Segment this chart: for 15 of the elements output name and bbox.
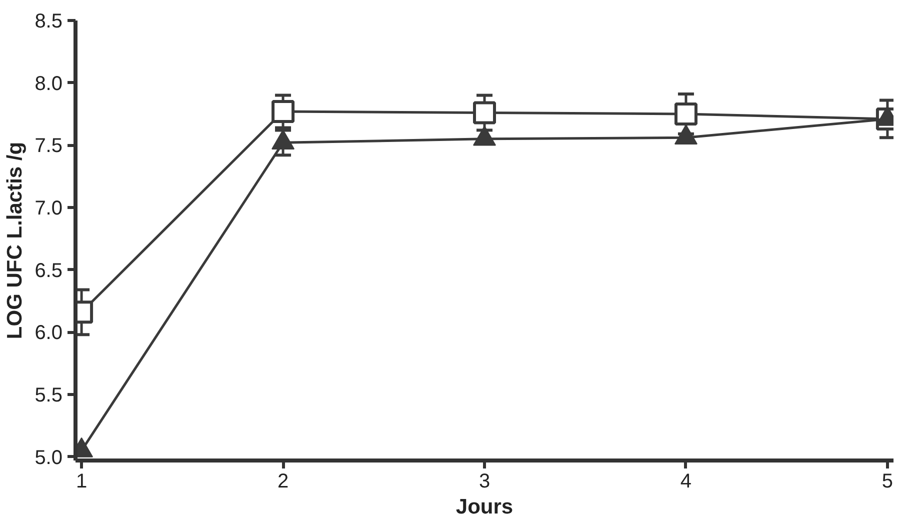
y-tick-label: 6.5	[34, 260, 63, 282]
x-tick-label: 4	[680, 470, 692, 492]
y-tick-label: 8.5	[34, 10, 63, 32]
y-tick-label: 5.0	[34, 446, 63, 469]
y-tick-label: 5.5	[34, 384, 63, 406]
y-tick-label: 7.0	[34, 197, 63, 220]
x-tick-label: 1	[76, 470, 88, 492]
x-tick-label: 5	[882, 470, 894, 492]
x-tick-label: 3	[478, 470, 490, 492]
x-axis-title: Jours	[456, 496, 514, 518]
y-tick-label: 6.0	[34, 322, 63, 344]
y-tick-label: 8.0	[34, 72, 63, 95]
y-axis-title: LOG UFC L.lactis /g	[4, 142, 27, 340]
y-tick-label: 7.5	[34, 135, 63, 158]
x-tick-label: 2	[277, 470, 289, 492]
